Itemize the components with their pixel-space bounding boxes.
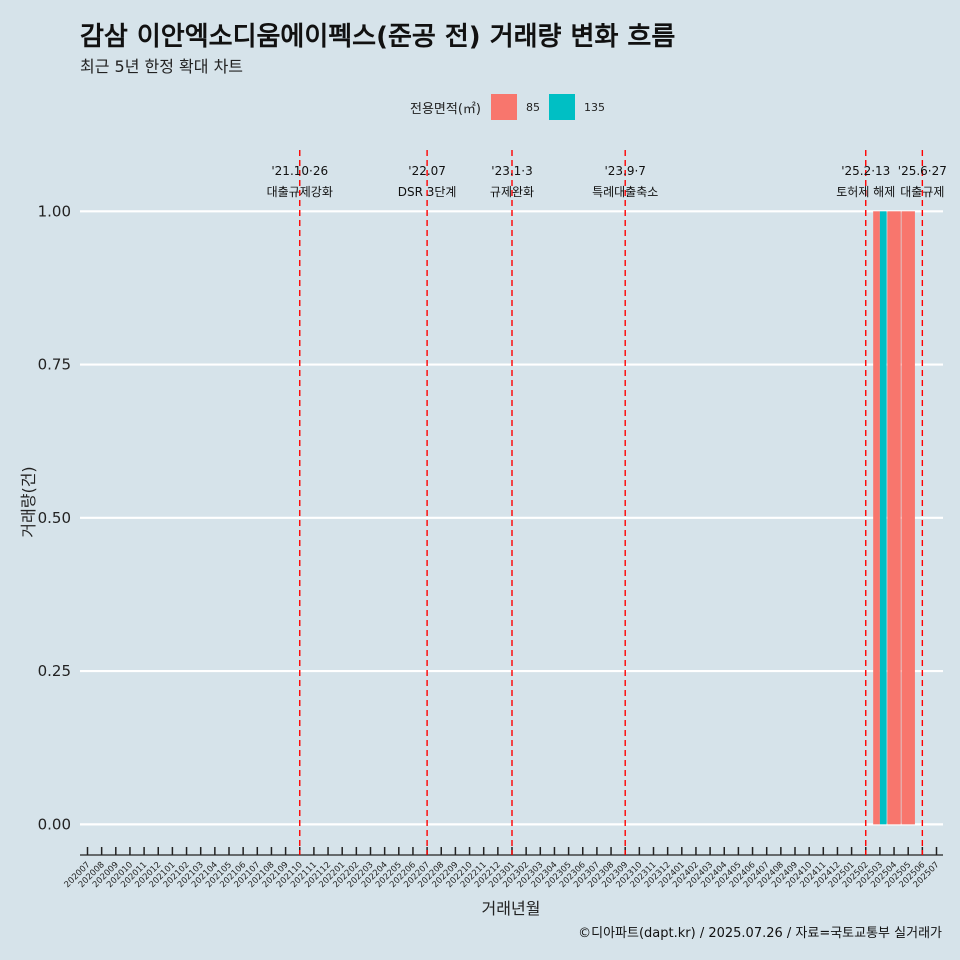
legend-label-85: 85	[525, 100, 540, 114]
legend-label-135: 135	[583, 100, 605, 114]
event-date-label: '21.10·26	[271, 164, 328, 178]
bar-202505-85	[901, 211, 915, 825]
y-axis-title: 거래량(건)	[19, 466, 38, 537]
legend-swatch-135	[548, 94, 575, 120]
event-name-label: 규제완화	[490, 185, 534, 199]
event-date-label: '25.6·27	[898, 164, 947, 178]
y-tick-label: 0.75	[38, 356, 71, 374]
event-name-label: 대출규제	[900, 185, 944, 199]
bars	[873, 211, 915, 825]
legend: 전용면적(㎡) 85 135	[410, 93, 614, 121]
event-name-label: 특례대출축소	[592, 185, 658, 199]
x-axis-title: 거래년월	[482, 899, 541, 918]
x-axis: 2020072020082020092020102020112020122021…	[63, 847, 943, 890]
event-name-label: DSR 3단계	[398, 185, 457, 199]
event-date-label: '25.2·13	[841, 164, 890, 178]
y-tick-labels: 0.00 0.25 0.50 0.75 1.00	[38, 202, 71, 833]
y-tick-label: 1.00	[38, 202, 71, 220]
y-tick-label: 0.50	[38, 509, 71, 527]
event-lines: '21.10·26 대출규제강화 '22.07 DSR 3단계 '23.1·3 규제완화 '…	[267, 150, 947, 855]
source-caption: ©디아파트(dapt.kr) / 2025.07.26 / 자료=국토교통부 실…	[578, 926, 942, 941]
y-tick-label: 0.00	[38, 815, 71, 833]
bar-202503-135	[879, 211, 887, 825]
legend-swatch-85	[490, 94, 517, 120]
chart-title: 감삼 이안엑소디움에이펙스(준공 전) 거래량 변화 흐름	[80, 22, 676, 52]
event-date-label: '23.1·3	[491, 164, 532, 178]
chart-subtitle: 최근 5년 한정 확대 차트	[80, 57, 244, 76]
event-name-label: 토허제 해제	[836, 185, 895, 199]
event-name-label: 대출규제강화	[267, 185, 333, 199]
event-date-label: '23.9·7	[604, 164, 645, 178]
bar-202503-85	[873, 211, 880, 825]
bar-202504-85	[887, 211, 901, 825]
event-date-label: '22.07	[408, 164, 446, 178]
legend-title: 전용면적(㎡)	[410, 101, 481, 117]
y-tick-label: 0.25	[38, 662, 71, 680]
